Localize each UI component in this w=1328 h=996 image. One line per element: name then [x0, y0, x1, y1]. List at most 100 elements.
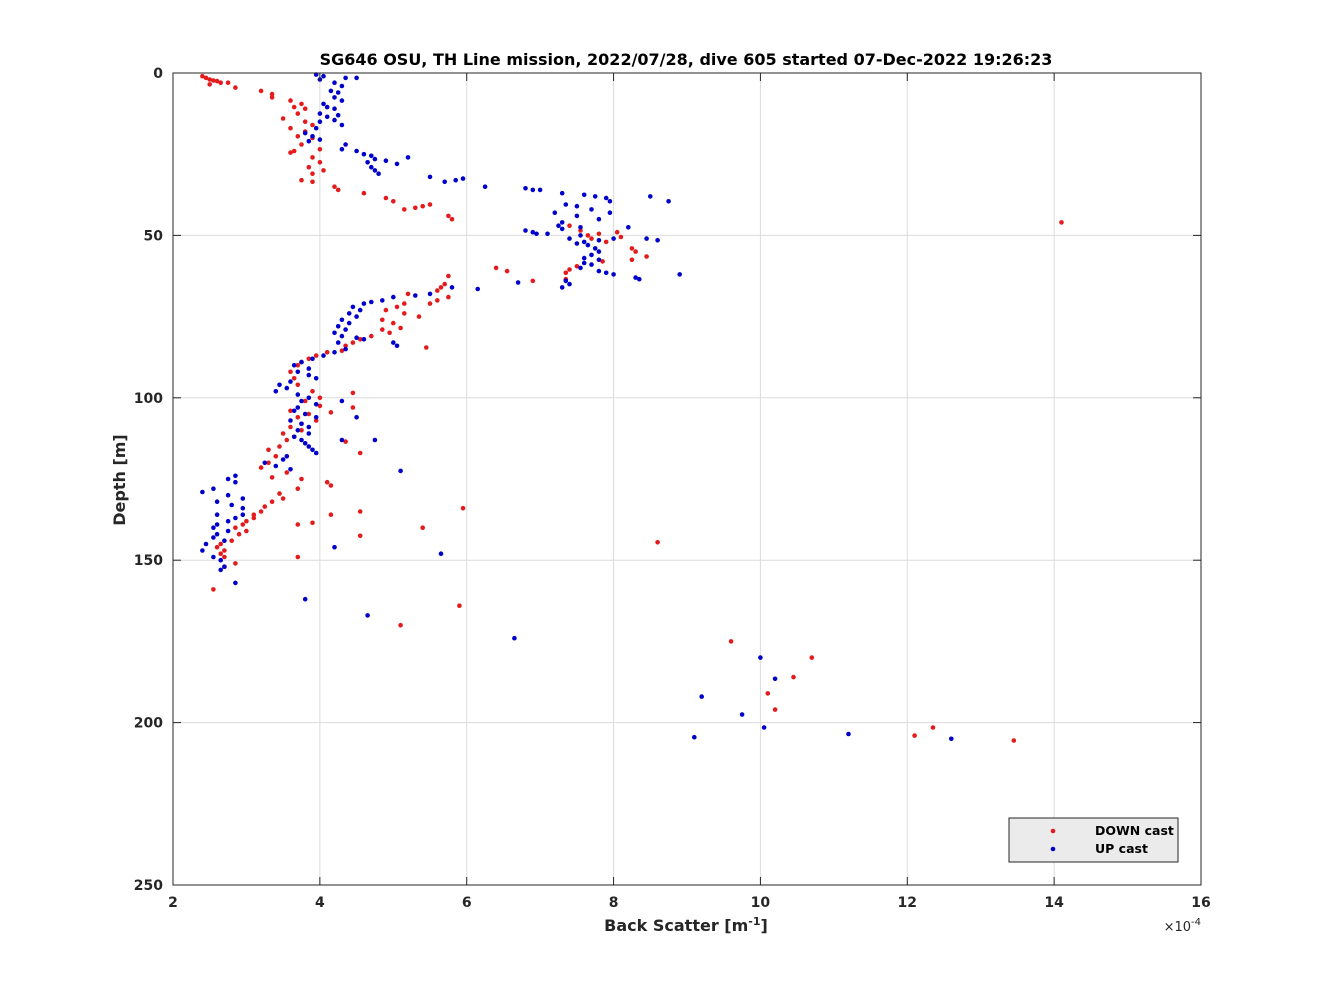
up-cast-point — [611, 272, 616, 277]
y-axis-label: Depth [m] — [110, 434, 129, 526]
up-cast-point — [545, 231, 550, 237]
down-cast-point — [211, 587, 216, 592]
down-cast-point — [402, 301, 407, 306]
down-cast-point — [222, 548, 227, 553]
down-cast-point — [460, 505, 466, 511]
down-cast-point — [225, 80, 231, 85]
up-cast-point — [310, 356, 315, 362]
down-cast-point — [302, 106, 308, 111]
up-cast-point — [324, 104, 330, 110]
up-cast-point — [530, 187, 536, 193]
up-cast-point — [339, 398, 345, 404]
down-cast-point — [402, 311, 407, 316]
down-cast-point — [288, 150, 293, 155]
down-cast-point — [295, 486, 301, 492]
y-tick-label: 50 — [144, 228, 164, 244]
down-cast-point — [321, 168, 326, 173]
down-cast-point — [280, 496, 286, 501]
up-cast-point — [200, 548, 205, 553]
down-cast-point — [530, 278, 536, 284]
legend-down-cast-marker — [1050, 828, 1056, 834]
down-cast-point — [214, 78, 220, 84]
up-cast-point — [596, 249, 602, 254]
down-cast-point — [332, 184, 337, 189]
down-cast-point — [324, 350, 330, 355]
up-cast-point — [332, 106, 337, 111]
up-cast-point — [361, 337, 367, 342]
up-cast-point — [288, 418, 293, 423]
up-cast-point — [376, 171, 381, 176]
data-points — [200, 72, 1064, 743]
up-cast-point — [574, 241, 580, 246]
up-cast-point — [567, 236, 572, 241]
up-cast-point — [273, 389, 279, 394]
x-tick-label: 12 — [898, 895, 917, 911]
down-cast-point — [313, 353, 319, 358]
up-cast-point — [354, 314, 359, 319]
down-cast-point — [317, 395, 323, 401]
down-cast-point — [280, 116, 286, 121]
down-cast-point — [603, 239, 609, 245]
down-cast-point — [357, 450, 363, 456]
up-cast-point — [214, 531, 220, 537]
up-cast-point — [556, 223, 561, 228]
legend: DOWN cast UP cast — [1008, 817, 1179, 863]
down-cast-point — [258, 88, 264, 94]
up-cast-point — [581, 255, 587, 261]
x-tick-label: 14 — [1044, 895, 1064, 911]
down-cast-point — [310, 122, 315, 128]
down-cast-point — [442, 281, 448, 287]
down-cast-point — [299, 476, 304, 482]
up-cast-point — [530, 229, 536, 235]
down-cast-point — [398, 622, 403, 628]
up-cast-point — [343, 346, 348, 352]
up-cast-point — [306, 138, 312, 144]
down-cast-point — [203, 75, 209, 81]
up-cast-point — [302, 411, 308, 417]
down-cast-point — [578, 228, 583, 233]
up-cast-point — [335, 90, 341, 95]
up-cast-point — [574, 203, 580, 209]
up-cast-point — [240, 512, 246, 517]
down-cast-point — [655, 540, 660, 545]
up-cast-point — [313, 402, 319, 407]
up-cast-point — [295, 405, 301, 410]
up-cast-point — [291, 434, 297, 440]
down-cast-point — [218, 551, 223, 556]
down-cast-point — [446, 273, 451, 279]
down-cast-point — [600, 259, 605, 264]
down-cast-point — [277, 491, 282, 496]
up-cast-point — [559, 226, 565, 232]
up-cast-point — [512, 635, 517, 641]
down-cast-point — [420, 525, 426, 530]
down-cast-point — [449, 216, 455, 222]
up-cast-point — [369, 164, 374, 170]
up-cast-point — [354, 75, 359, 81]
up-cast-point — [306, 424, 312, 430]
up-cast-point — [383, 158, 389, 163]
up-cast-point — [361, 151, 367, 157]
down-cast-point — [302, 119, 308, 124]
up-cast-point — [405, 155, 411, 160]
up-cast-point — [592, 194, 598, 199]
up-cast-point — [350, 304, 356, 310]
down-cast-point — [313, 418, 319, 423]
down-cast-point — [214, 544, 220, 550]
up-cast-point — [626, 225, 631, 230]
up-cast-point — [603, 270, 609, 276]
up-cast-point — [211, 554, 216, 560]
up-cast-point — [299, 359, 304, 365]
up-cast-point — [225, 492, 231, 498]
down-cast-point — [328, 483, 334, 488]
up-cast-point — [310, 447, 315, 453]
up-cast-point — [324, 114, 330, 120]
down-cast-point — [269, 475, 275, 480]
up-cast-point — [559, 220, 565, 225]
up-cast-point — [739, 712, 745, 717]
down-cast-point — [251, 512, 257, 517]
down-cast-point — [299, 428, 304, 433]
up-cast-point — [313, 376, 319, 381]
up-cast-point — [200, 489, 205, 495]
down-cast-point — [222, 554, 227, 560]
down-cast-series — [200, 73, 1064, 743]
